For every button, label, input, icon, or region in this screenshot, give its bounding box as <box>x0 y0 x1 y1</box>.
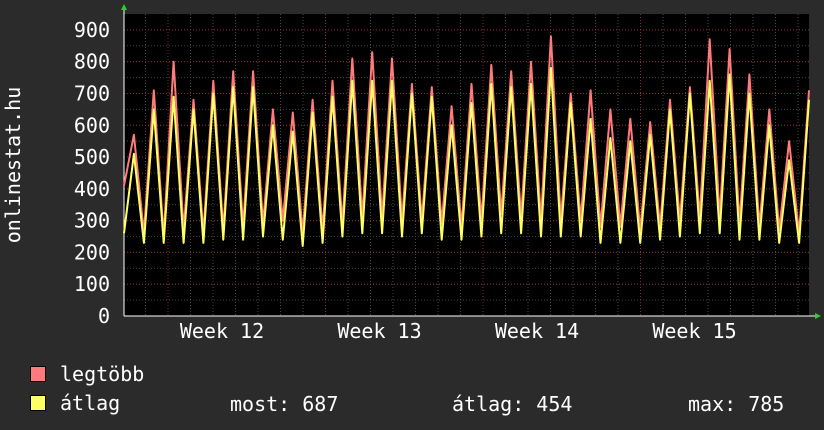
x-tick-label: Week 14 <box>495 319 579 343</box>
y-axis-label: onlinestat.hu <box>1 87 25 244</box>
axes: 0 100 200 300 400 500 600 700 800 900 Week 12 Week … <box>74 4 821 343</box>
y-axis-arrow <box>121 4 127 10</box>
y-tick-label: 900 <box>74 18 110 42</box>
y-tick-label: 600 <box>74 113 110 137</box>
legend-item-legtobb: legtöbb <box>30 362 145 386</box>
stat-atlag: átlag: 454 <box>452 392 573 416</box>
y-tick-label: 700 <box>74 81 110 105</box>
legend-item-atlag: átlag <box>30 391 121 415</box>
x-tick-label: Week 12 <box>180 319 264 343</box>
x-tick-label: Week 15 <box>652 319 736 343</box>
y-tick-label: 400 <box>74 177 110 201</box>
legend-label-legtobb: legtöbb <box>60 362 145 386</box>
legend-swatch-legtobb <box>30 366 46 382</box>
series-lines <box>123 35 810 248</box>
y-tick-label: 300 <box>74 209 110 233</box>
legend-swatch-atlag <box>30 395 46 411</box>
x-axis-arrow <box>815 313 821 319</box>
x-tick-label: Week 13 <box>337 319 421 343</box>
y-tick-label: 200 <box>74 240 110 264</box>
y-tick-label: 100 <box>74 272 110 296</box>
y-tick-label: 0 <box>98 304 110 328</box>
y-tick-label: 500 <box>74 145 110 169</box>
stat-most: most: 687 <box>230 392 339 416</box>
stat-max: max: 785 <box>688 392 785 416</box>
series-line-atlag <box>123 67 810 248</box>
y-tick-label: 800 <box>74 50 110 74</box>
legend-label-atlag: átlag <box>60 391 121 415</box>
